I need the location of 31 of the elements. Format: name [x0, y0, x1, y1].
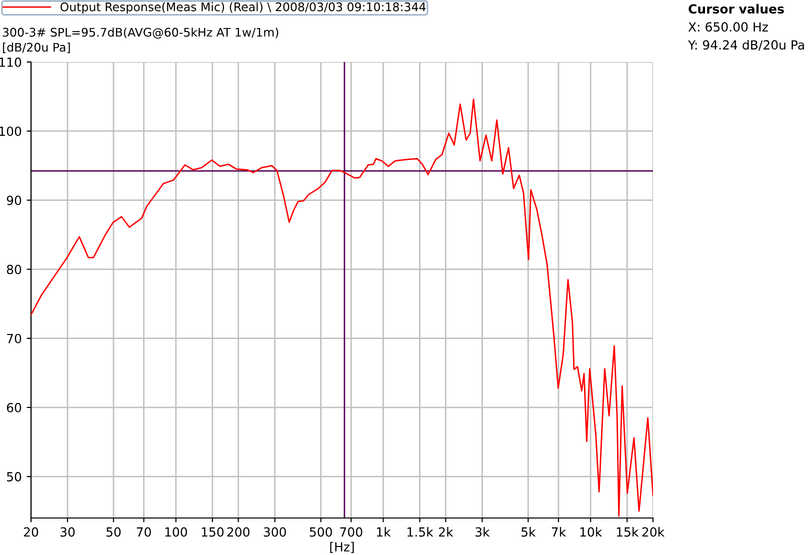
- x-tick-label: 70: [136, 527, 151, 537]
- x-tick-label: 20: [24, 527, 38, 537]
- text: Y: 94.24 dB/20u Pa: [688, 40, 804, 51]
- text: X: 650.00 Hz: [688, 22, 768, 32]
- legend-label: Output Response(Meas Mic) (Real) \ 2008/03/03 09:10:18:344: [60, 2, 426, 14]
- y-tick-label: 90: [6, 196, 22, 206]
- x-tick-label: 30: [60, 527, 75, 537]
- x-tick-label: 150: [202, 527, 224, 537]
- x-tick-label: 3k: [476, 527, 490, 537]
- x-tick-label: 15k: [616, 527, 639, 537]
- y-tick-label: 60: [6, 402, 22, 412]
- x-tick-label: 100: [165, 527, 188, 537]
- x-tick-label: 2k: [438, 527, 454, 537]
- x-tick-label: 1.5k: [408, 527, 434, 537]
- x-tick-label: 300: [264, 527, 286, 537]
- y-tick-label: 50: [7, 472, 22, 482]
- text: Cursor values: [688, 4, 784, 14]
- x-tick-label: 7k: [552, 527, 566, 537]
- chart-subtitle: 300-3# SPL=95.7dB(AVG@60-5kHz AT 1w/1m): [2, 28, 278, 39]
- x-axis-title: [Hz]: [330, 542, 354, 554]
- x-tick-label: 50: [106, 527, 121, 537]
- x-tick-label: 1k: [377, 527, 391, 537]
- x-tick-label: 700: [340, 527, 362, 537]
- x-tick-label: 200: [227, 527, 250, 537]
- x-tick-label: 10k: [580, 527, 602, 537]
- y-tick-label: 80: [6, 264, 22, 274]
- y-tick-label: 70: [7, 334, 22, 344]
- y-axis-title: [dB/20u Pa]: [3, 42, 70, 54]
- x-tick-label: 5k: [522, 527, 536, 537]
- x-tick-label: 500: [310, 527, 332, 537]
- x-tick-label: 20k: [642, 527, 665, 537]
